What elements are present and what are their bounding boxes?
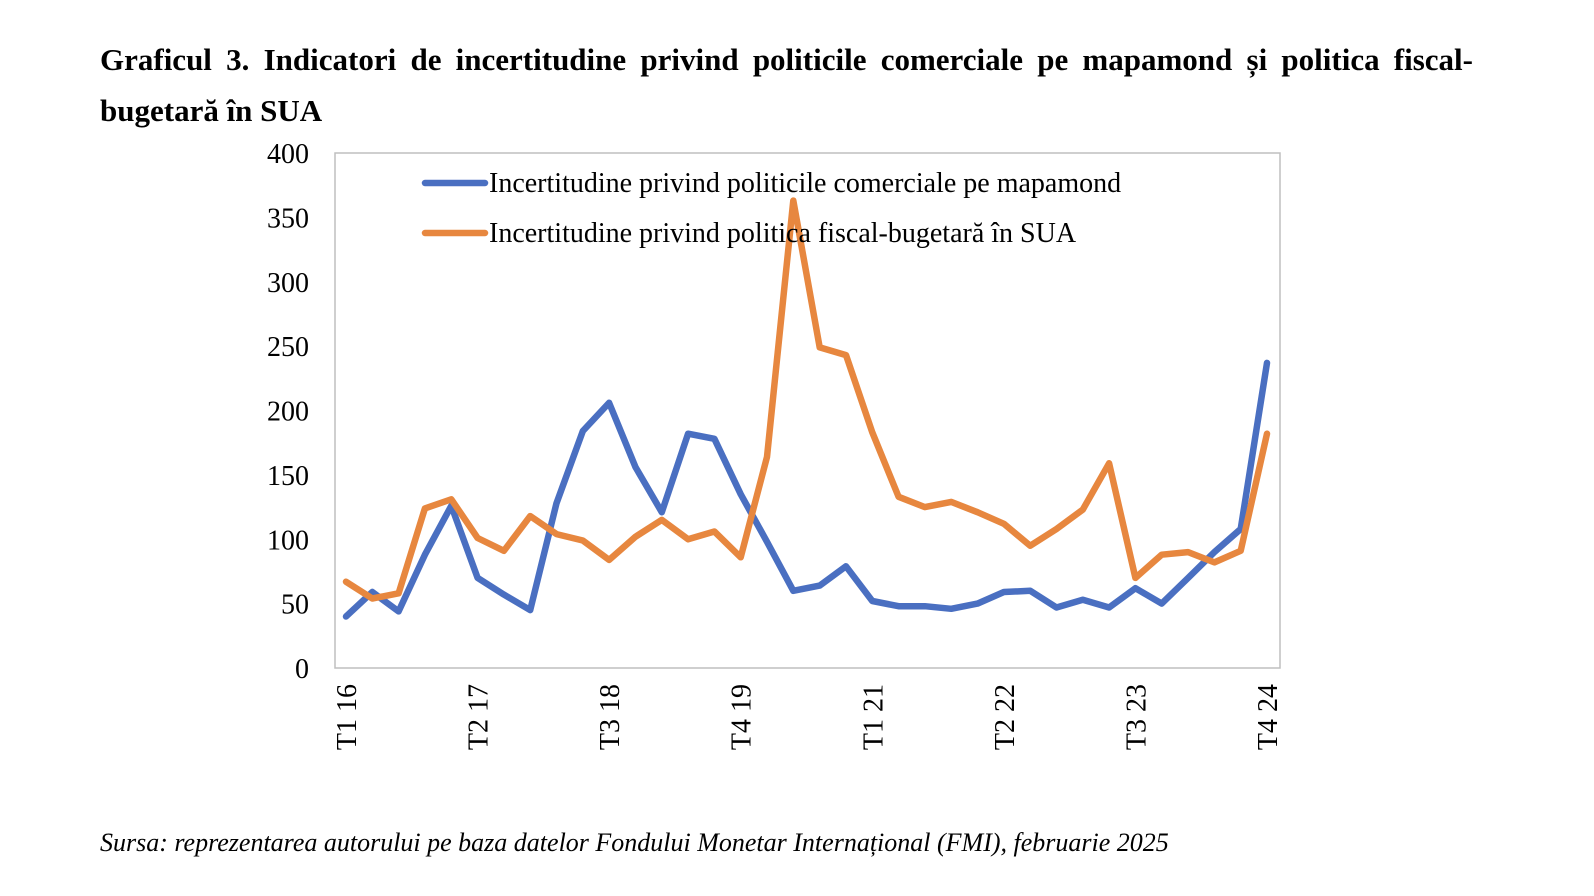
- series-line-1: [342, 359, 1271, 620]
- y-tick-label: 350: [267, 203, 309, 234]
- x-tick-label: T1 21: [858, 684, 889, 750]
- source-note: Sursa: reprezentarea autorului pe baza d…: [100, 828, 1169, 857]
- y-tick-label: 50: [281, 590, 309, 621]
- x-axis-ticks: T1 16 T2 17 T3 18 T4 19 T1 21 T2 22 T3 23 T4 24: [332, 684, 1284, 750]
- x-tick-label: T4 24: [1253, 684, 1284, 750]
- x-tick-label: T2 22: [990, 684, 1021, 750]
- series-lines: [342, 197, 1271, 620]
- series-line-2: [342, 197, 1271, 602]
- y-tick-label: 100: [267, 525, 309, 556]
- y-tick-label: 150: [267, 461, 309, 492]
- plot-area-border: [334, 152, 1281, 669]
- legend-label-2: Incertitudine privind politica fiscal-bu…: [489, 218, 1077, 249]
- y-axis-ticks: 0 50 100 150 200 250 300 350 400: [267, 139, 309, 685]
- x-tick-label: T3 18: [595, 684, 626, 750]
- y-tick-label: 300: [267, 268, 309, 299]
- y-tick-label: 200: [267, 397, 309, 428]
- y-tick-label: 250: [267, 332, 309, 363]
- y-tick-label: 400: [267, 139, 309, 170]
- x-tick-label: T1 16: [332, 684, 363, 750]
- legend: Incertitudine privind politicile comerci…: [421, 168, 1121, 249]
- x-tick-label: T4 19: [727, 684, 758, 750]
- legend-label-1: Incertitudine privind politicile comerci…: [489, 168, 1121, 199]
- x-tick-label: T3 23: [1121, 684, 1152, 750]
- y-tick-label: 0: [295, 654, 309, 685]
- x-tick-label: T2 17: [464, 684, 495, 750]
- chart-title: Graficul 3. Indicatori de incertitudine …: [100, 42, 1473, 128]
